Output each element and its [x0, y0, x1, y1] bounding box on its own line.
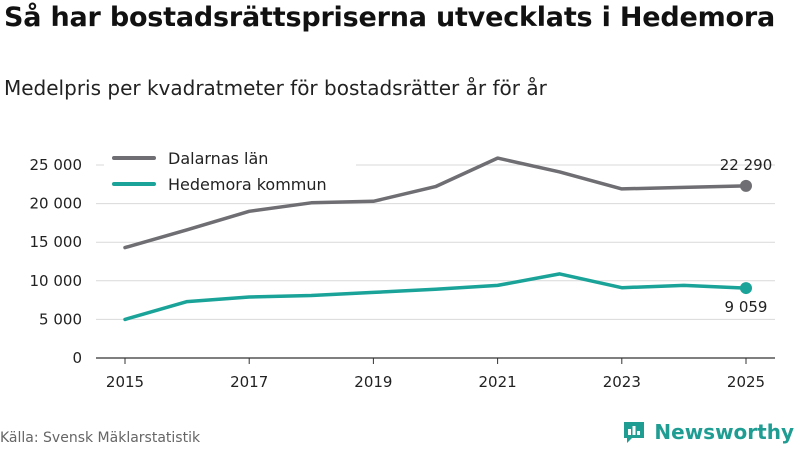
y-tick-label: 0 [72, 349, 82, 367]
x-tick-label: 2015 [106, 373, 144, 391]
y-tick-label: 5 000 [39, 310, 82, 328]
chart-subtitle: Medelpris per kvadratmeter för bostadsrä… [4, 76, 547, 100]
legend-label: Hedemora kommun [168, 175, 327, 194]
series-line-hedemora-kommun [123, 272, 748, 322]
brand-logo: Newsworthy [622, 420, 794, 444]
y-tick-label: 15 000 [30, 233, 83, 251]
y-tick-label: 25 000 [30, 156, 83, 174]
x-tick-label: 2017 [230, 373, 268, 391]
legend-label: Dalarnas län [168, 149, 268, 168]
x-tick-label: 2025 [727, 373, 765, 391]
y-tick-label: 20 000 [30, 195, 83, 213]
legend: Dalarnas län Hedemora kommun [104, 145, 356, 200]
end-point-marker [740, 179, 752, 192]
x-axis: 2015 2017 2019 2021 2023 2025 [106, 358, 765, 391]
x-tick-label: 2019 [354, 373, 392, 391]
chart-title: Så har bostadsrättspriserna utvecklats i… [4, 2, 776, 33]
series-layer [123, 156, 752, 322]
end-value-label: 22 290 [720, 156, 773, 174]
series-line-dalarnas-l-n [123, 156, 748, 250]
end-value-label: 9 059 [725, 298, 768, 316]
legend-background [104, 145, 356, 200]
newsworthy-logo-icon [624, 422, 645, 443]
y-axis: 0 5 000 10 000 15 000 20 000 25 000 [30, 156, 83, 367]
y-tick-label: 10 000 [30, 272, 83, 290]
end-point-marker [740, 282, 752, 295]
brand-name: Newsworthy [654, 420, 794, 444]
x-tick-label: 2023 [603, 373, 641, 391]
x-tick-label: 2021 [479, 373, 517, 391]
data-labels: 22 290 9 059 [720, 156, 773, 316]
source-note: Källa: Svensk Mäklarstatistik [0, 430, 201, 446]
